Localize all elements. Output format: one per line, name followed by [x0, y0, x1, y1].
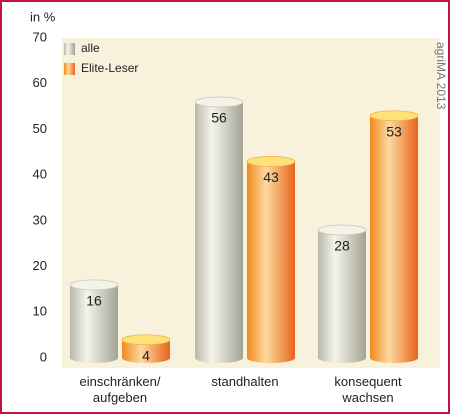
bar-top — [369, 110, 419, 122]
bar-body — [70, 284, 118, 358]
unit-label: in % — [30, 9, 56, 24]
x-tick-label: konsequent wachsen — [334, 374, 402, 405]
value-label: 28 — [334, 238, 350, 254]
y-tick-label: 0 — [40, 349, 47, 364]
bar-top — [121, 334, 171, 346]
bar — [121, 334, 171, 363]
bar — [369, 110, 419, 363]
bar-top — [246, 156, 296, 167]
source-label: agriMA 2013 — [434, 42, 448, 110]
bar-top — [69, 279, 119, 291]
legend-label: alle — [81, 41, 100, 55]
y-tick-label: 30 — [33, 212, 47, 227]
y-tick-label: 60 — [33, 75, 47, 90]
bar-body — [247, 161, 295, 358]
y-tick-label: 10 — [33, 304, 47, 319]
x-tick-label: standhalten — [211, 374, 279, 389]
value-label: 4 — [142, 347, 150, 363]
bar — [194, 96, 244, 363]
y-tick-label: 70 — [33, 29, 47, 44]
bar — [246, 156, 296, 363]
y-tick-label: 20 — [33, 258, 47, 273]
legend-label: Elite-Leser — [81, 61, 138, 75]
y-tick-label: 50 — [33, 121, 47, 136]
bar-top — [317, 224, 367, 236]
y-tick-label: 40 — [33, 167, 47, 182]
legend-swatch — [64, 43, 75, 55]
bar — [69, 279, 119, 363]
bar-body — [370, 115, 418, 358]
value-label: 56 — [211, 110, 227, 126]
value-label: 16 — [86, 293, 102, 309]
x-tick-label: einschränken/ aufgeben — [79, 374, 161, 405]
value-label: 43 — [263, 169, 279, 185]
bar-top — [194, 96, 244, 108]
bar-body — [195, 102, 243, 358]
bar — [317, 224, 367, 363]
value-label: 53 — [386, 123, 402, 139]
legend-swatch — [64, 63, 75, 75]
bar-body — [318, 230, 366, 358]
